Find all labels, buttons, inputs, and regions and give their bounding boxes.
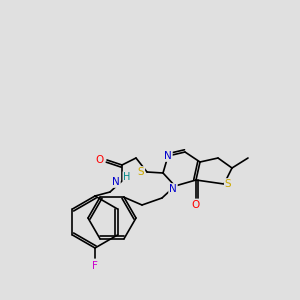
Text: F: F xyxy=(92,261,98,271)
Text: S: S xyxy=(138,167,144,177)
Text: H: H xyxy=(123,172,131,182)
Text: O: O xyxy=(95,155,103,165)
Text: N: N xyxy=(164,151,172,161)
Text: S: S xyxy=(225,179,231,189)
Text: N: N xyxy=(169,184,177,194)
Text: O: O xyxy=(192,200,200,210)
Text: N: N xyxy=(112,177,120,187)
